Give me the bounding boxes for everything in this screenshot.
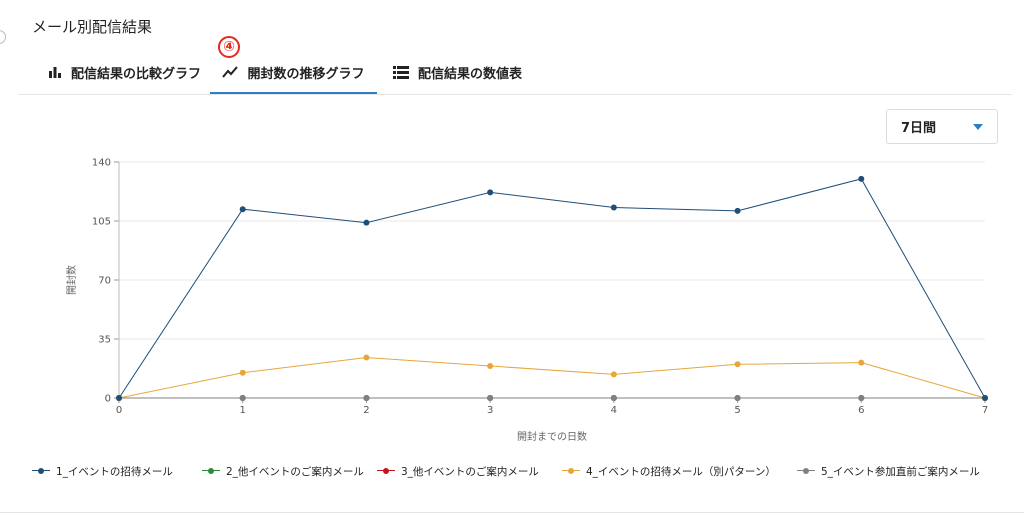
- series-line: [118, 357, 986, 399]
- x-tick-label: 2: [363, 405, 369, 416]
- y-tick-label: 35: [98, 335, 111, 346]
- step-marker-badge: ④: [218, 36, 240, 58]
- series-4: [116, 354, 988, 401]
- data-point[interactable]: [858, 359, 865, 366]
- legend-item[interactable]: 4_イベントの招待メール（別パターン）: [562, 462, 776, 480]
- data-point[interactable]: [487, 362, 494, 369]
- data-point[interactable]: [734, 207, 741, 214]
- tab-comparison-graph[interactable]: 配信結果の比較グラフ: [48, 52, 201, 92]
- data-point[interactable]: [116, 395, 122, 401]
- list-table-icon: [393, 65, 409, 79]
- bar-chart-icon: [48, 65, 62, 79]
- trend-line-icon: [222, 66, 239, 78]
- legend-swatch-icon: [797, 466, 815, 476]
- period-select-value: 7日間: [901, 121, 937, 136]
- y-tick-label: 105: [92, 217, 111, 228]
- period-select[interactable]: 7日間: [886, 109, 998, 144]
- x-tick-label: 0: [116, 405, 122, 416]
- data-point[interactable]: [239, 369, 246, 376]
- x-tick-label: 1: [240, 405, 246, 416]
- data-point[interactable]: [610, 204, 617, 211]
- chevron-down-icon: [973, 123, 983, 130]
- legend-item[interactable]: 1_イベントの招待メール: [32, 462, 173, 480]
- legend-swatch-icon: [377, 466, 395, 476]
- legend-item[interactable]: 2_他イベントのご案内メール: [202, 462, 364, 480]
- series-5: [116, 395, 988, 401]
- chart-axes: 0 35 70 105 140 0 1 2 3 4 5 6 7: [92, 158, 988, 417]
- legend-swatch-icon: [562, 466, 580, 476]
- x-tick-label: 5: [734, 405, 740, 416]
- x-axis-title: 開封までの日数: [517, 430, 587, 443]
- tab-open-trend-graph-label: 開封数の推移グラフ: [247, 66, 365, 82]
- x-tick-label: 3: [487, 405, 493, 416]
- data-point[interactable]: [982, 395, 988, 401]
- result-view-tabs: 配信結果の比較グラフ 開封数の推移グラフ 配信結果の数: [18, 52, 1012, 95]
- y-tick-label: 140: [92, 158, 111, 169]
- y-tick-label: 0: [105, 394, 111, 405]
- legend-item[interactable]: 3_他イベントのご案内メール: [377, 462, 539, 480]
- series-1: [116, 175, 988, 401]
- tab-result-table[interactable]: 配信結果の数値表: [393, 52, 522, 92]
- tab-open-trend-graph[interactable]: 開封数の推移グラフ: [210, 52, 377, 94]
- data-point[interactable]: [734, 361, 741, 368]
- y-axis-title: 開封数: [65, 265, 78, 295]
- data-point[interactable]: [487, 189, 494, 196]
- legend-item[interactable]: 5_イベント参加直前ご案内メール: [797, 462, 980, 480]
- data-point[interactable]: [734, 395, 741, 401]
- tab-result-table-label: 配信結果の数値表: [418, 66, 523, 82]
- x-tick-label: 6: [858, 405, 864, 416]
- legend-label: 5_イベント参加直前ご案内メール: [821, 465, 980, 478]
- data-point[interactable]: [858, 395, 865, 401]
- x-tick-label: 4: [611, 405, 617, 416]
- data-point[interactable]: [610, 371, 617, 378]
- bottom-divider: [0, 512, 1024, 513]
- legend-label: 2_他イベントのご案内メール: [226, 465, 364, 478]
- data-point[interactable]: [239, 206, 246, 213]
- data-point[interactable]: [858, 175, 865, 182]
- data-point[interactable]: [363, 354, 370, 361]
- legend-swatch-icon: [32, 466, 50, 476]
- page-title: メール別配信結果: [32, 18, 153, 36]
- data-point[interactable]: [363, 395, 370, 401]
- legend-label: 1_イベントの招待メール: [56, 465, 173, 478]
- series-line: [118, 178, 986, 399]
- open-trend-line-chart: 0 35 70 105 140 0 1 2 3 4 5 6 7 開封数 開封までの日数: [65, 158, 988, 444]
- chart-grid: [119, 161, 985, 340]
- chart-legend: 1_イベントの招待メール 2_他イベントのご案内メール 3_他イベントのご案内メール…: [32, 462, 1012, 480]
- data-point[interactable]: [239, 395, 246, 401]
- y-tick-label: 70: [98, 276, 111, 287]
- legend-label: 3_他イベントのご案内メール: [401, 465, 539, 478]
- legend-label: 4_イベントの招待メール（別パターン）: [586, 465, 776, 478]
- tab-comparison-graph-label: 配信結果の比較グラフ: [71, 66, 202, 82]
- legend-swatch-icon: [202, 466, 220, 476]
- x-tick-label: 7: [982, 405, 988, 416]
- data-point[interactable]: [487, 395, 494, 401]
- data-point[interactable]: [610, 395, 617, 401]
- data-point[interactable]: [363, 219, 370, 226]
- chart-series: [116, 175, 988, 401]
